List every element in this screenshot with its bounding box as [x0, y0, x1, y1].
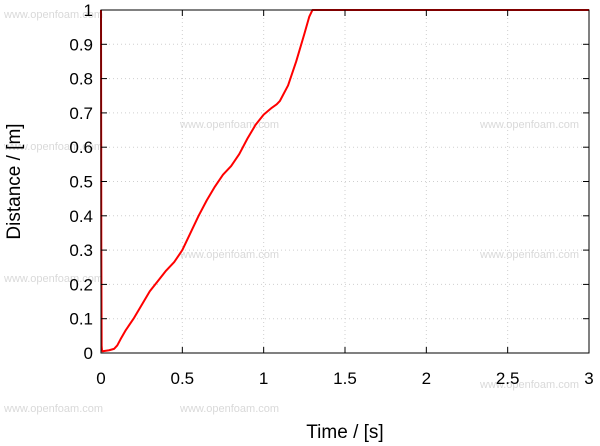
x-tick-label: 2 — [422, 369, 431, 388]
x-tick-label: 0 — [96, 369, 105, 388]
y-tick-label: 0.4 — [69, 207, 93, 226]
y-tick-label: 0.7 — [69, 104, 93, 123]
watermark-text: www.openfoam.com — [179, 119, 279, 131]
watermark-text: www.openfoam.com — [3, 403, 103, 415]
watermark-layer: www.openfoam.com www.openfoam.com www.open… — [3, 9, 579, 415]
y-tick-label: 0.8 — [69, 70, 93, 89]
x-tick-labels: 0 0.5 1 1.5 2 2.5 3 — [96, 369, 593, 388]
y-tick-label: 0.3 — [69, 241, 93, 260]
watermark-text: www.openfoam.com — [3, 141, 103, 153]
y-tick-label: 0.6 — [69, 138, 93, 157]
axis-ticks — [100, 9, 590, 354]
watermark-text: www.openfoam.com — [479, 249, 579, 261]
watermark-text: www.openfoam.com — [3, 9, 103, 21]
x-tick-label: 0.5 — [171, 369, 195, 388]
y-tick-label: 0.9 — [69, 35, 93, 54]
watermark-text: www.openfoam.com — [3, 273, 103, 285]
x-axis-title: Time / [s] — [306, 422, 383, 443]
y-tick-label: 0.2 — [69, 275, 93, 294]
x-tick-label: 1 — [259, 369, 268, 388]
series-line — [100, 9, 589, 353]
y-tick-label: 1 — [84, 1, 93, 20]
series-layer — [100, 9, 589, 353]
watermark-text: www.openfoam.com — [479, 119, 579, 131]
x-tick-label: 3 — [584, 369, 593, 388]
x-tick-label: 1.5 — [333, 369, 357, 388]
y-tick-label: 0.1 — [69, 310, 93, 329]
watermark-text: www.openfoam.com — [179, 249, 279, 261]
x-tick-label: 2.5 — [496, 369, 520, 388]
y-tick-label: 0.5 — [69, 173, 93, 192]
watermark-text: www.openfoam.com — [479, 379, 579, 391]
watermark-text: www.openfoam.com — [179, 403, 279, 415]
y-tick-labels: 0 0.1 0.2 0.3 0.4 0.5 0.6 0.7 0.8 0.9 1 — [69, 1, 93, 363]
grid-lines — [101, 10, 589, 353]
y-axis-title: Distance / [m] — [4, 123, 25, 239]
y-tick-label: 0 — [84, 344, 93, 363]
